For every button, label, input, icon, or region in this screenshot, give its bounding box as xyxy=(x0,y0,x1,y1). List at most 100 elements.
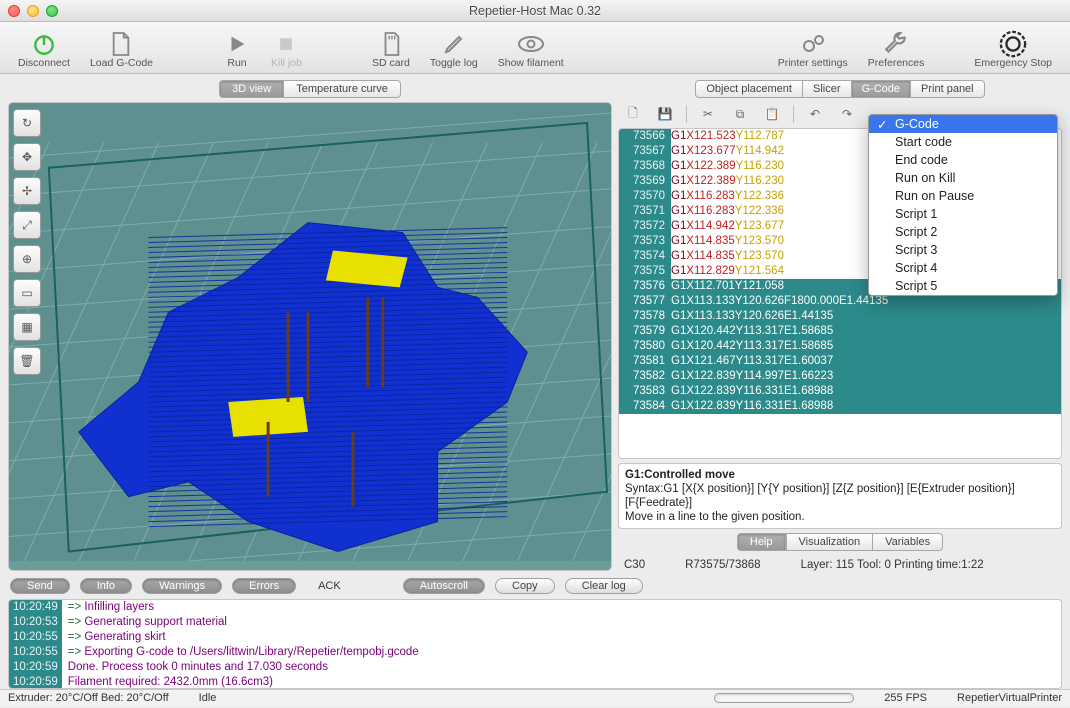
run-button[interactable]: Run xyxy=(213,29,261,71)
new-button[interactable]: 🗋 xyxy=(622,104,644,124)
tab-temperature-curve[interactable]: Temperature curve xyxy=(284,80,401,98)
redo-button[interactable]: ↷ xyxy=(836,104,858,124)
log-line: 10:20:59 Filament required: 2432.0mm (16… xyxy=(9,675,1061,689)
show-filament-button[interactable]: Show filament xyxy=(488,29,574,71)
estop-button[interactable]: Emergency Stop xyxy=(964,29,1062,71)
pen-icon xyxy=(440,31,468,57)
log-line: 10:20:53 => Generating support material xyxy=(9,615,1061,630)
warnings-button[interactable]: Warnings xyxy=(142,578,222,594)
paste-button[interactable]: 📋 xyxy=(761,104,783,124)
help-tabs: HelpVisualizationVariables xyxy=(737,533,943,551)
gcode-line[interactable]: 73578 G1 X113.133 Y120.626 E1.44135 xyxy=(619,309,1061,324)
gcode-line[interactable]: 73583 G1 X122.839 Y116.331 E1.68988 xyxy=(619,384,1061,399)
status-bar: Extruder: 20°C/Off Bed: 20°C/Off Idle 25… xyxy=(0,689,1070,706)
cut-button[interactable]: ✂ xyxy=(697,104,719,124)
play-icon xyxy=(223,31,251,57)
axis-move-tool[interactable]: ✥ xyxy=(13,143,41,171)
log-line: 10:20:59 Done. Process took 0 minutes an… xyxy=(9,660,1061,675)
help-desc: Move in a line to the given position. xyxy=(625,511,805,523)
script-option[interactable]: Run on Kill xyxy=(869,169,1057,187)
script-option[interactable]: Script 5 xyxy=(869,277,1057,295)
left-view-tabs: 3D viewTemperature curve xyxy=(219,80,401,98)
gcode-line[interactable]: 73581 G1 X121.467 Y113.317 E1.60037 xyxy=(619,354,1061,369)
save-button[interactable]: 💾 xyxy=(654,104,676,124)
script-option[interactable]: End code xyxy=(869,151,1057,169)
gcode-line[interactable]: 73584 G1 X122.839 Y116.331 E1.68988 xyxy=(619,399,1061,414)
frame-tool[interactable]: ▭ xyxy=(13,279,41,307)
info-button[interactable]: Info xyxy=(80,578,132,594)
copy-button[interactable]: ⧉ xyxy=(729,104,751,124)
tab-print-panel[interactable]: Print panel xyxy=(911,80,985,98)
3d-scene xyxy=(9,103,611,561)
gears-icon xyxy=(799,31,827,57)
help-syntax: Syntax:G1 [X{X position}] [Y{Y position}… xyxy=(625,483,1015,509)
cursor-col: C30 xyxy=(624,559,645,571)
gcode-line[interactable]: 73580 G1 X120.442 Y113.317 E1.58685 xyxy=(619,339,1061,354)
zoom-tool[interactable]: ⊕ xyxy=(13,245,41,273)
refresh-tool[interactable]: ↻ xyxy=(13,109,41,137)
script-option[interactable]: Run on Pause xyxy=(869,187,1057,205)
sd-icon xyxy=(377,31,405,57)
progress-bar xyxy=(714,693,854,703)
tab-visualization[interactable]: Visualization xyxy=(786,533,874,551)
script-option[interactable]: Script 4 xyxy=(869,259,1057,277)
3d-viewport[interactable]: ↻ ✥ ✢ ⤢ ⊕ ▭ ▦ 🗑 xyxy=(8,102,612,571)
tab-variables[interactable]: Variables xyxy=(873,533,943,551)
printer-name: RepetierVirtualPrinter xyxy=(957,692,1062,704)
script-option[interactable]: Script 2 xyxy=(869,223,1057,241)
tab-object-placement[interactable]: Object placement xyxy=(695,80,803,98)
title-bar: Repetier-Host Mac 0.32 xyxy=(0,0,1070,22)
fps-counter: 255 FPS xyxy=(884,692,927,704)
disconnect-button[interactable]: Disconnect xyxy=(8,29,80,71)
ack-label: ACK xyxy=(306,580,353,592)
cursor-pos: R73575/73868 xyxy=(685,559,760,571)
layer-info: Layer: 115 Tool: 0 Printing time:1:22 xyxy=(801,559,984,571)
log-line: 10:20:49 => Infilling layers xyxy=(9,600,1061,615)
undo-button[interactable]: ↶ xyxy=(804,104,826,124)
autoscroll-button[interactable]: Autoscroll xyxy=(403,578,485,594)
log-line: 10:20:55 => Exporting G-code to /Users/l… xyxy=(9,645,1061,660)
script-option[interactable]: Script 3 xyxy=(869,241,1057,259)
gcode-help-panel: G1:Controlled move Syntax:G1 [X{X positi… xyxy=(618,463,1062,529)
printer-state: Idle xyxy=(199,692,217,704)
send-button[interactable]: Send xyxy=(10,578,70,594)
eye-icon xyxy=(517,31,545,57)
fit-tool[interactable]: ⤢ xyxy=(13,211,41,239)
clear-log-button[interactable]: Clear log xyxy=(565,578,643,594)
gcode-status-row: C30 R73575/73868 Layer: 115 Tool: 0 Prin… xyxy=(618,555,1062,571)
copy-button[interactable]: Copy xyxy=(495,578,555,594)
main-toolbar: DisconnectLoad G-Code RunKill job SD cardT… xyxy=(0,22,1070,74)
gcode-toolbar: 🗋💾✂⧉📋↶↷ G-CodeStart codeEnd codeRun on K… xyxy=(618,102,1062,128)
script-option[interactable]: Start code xyxy=(869,133,1057,151)
tab-slicer[interactable]: Slicer xyxy=(803,80,852,98)
gcode-line[interactable]: 73579 G1 X120.442 Y113.317 E1.58685 xyxy=(619,324,1061,339)
power-icon xyxy=(30,31,58,57)
gcode-line[interactable]: 73582 G1 X122.839 Y114.997 E1.66223 xyxy=(619,369,1061,384)
estop-icon xyxy=(999,31,1027,57)
tab-help[interactable]: Help xyxy=(737,533,786,551)
toggle-log-button[interactable]: Toggle log xyxy=(420,29,488,71)
log-panel[interactable]: 10:20:49 => Infilling layers10:20:53 => … xyxy=(8,599,1062,689)
window-title: Repetier-Host Mac 0.32 xyxy=(0,4,1070,18)
tab-g-code[interactable]: G-Code xyxy=(852,80,912,98)
errors-button[interactable]: Errors xyxy=(232,578,296,594)
sdcard-button[interactable]: SD card xyxy=(362,29,420,71)
right-panel-tabs: Object placementSlicerG-CodePrint panel xyxy=(695,80,984,98)
pan-tool[interactable]: ✢ xyxy=(13,177,41,205)
help-title: G1:Controlled move xyxy=(625,469,735,481)
preferences-button[interactable]: Preferences xyxy=(858,29,935,71)
gcode-line[interactable]: 73577 G1 X113.133 Y120.626 F1800.000 E1.… xyxy=(619,294,1061,309)
script-option[interactable]: Script 1 xyxy=(869,205,1057,223)
log-line: 10:20:55 => Generating skirt xyxy=(9,630,1061,645)
tab-3d-view[interactable]: 3D view xyxy=(219,80,284,98)
wrench-icon xyxy=(882,31,910,57)
grid-tool[interactable]: ▦ xyxy=(13,313,41,341)
load-gcode-button[interactable]: Load G-Code xyxy=(80,29,163,71)
script-option[interactable]: G-Code xyxy=(869,115,1057,133)
trash-tool[interactable]: 🗑 xyxy=(13,347,41,375)
temp-status: Extruder: 20°C/Off Bed: 20°C/Off xyxy=(8,692,169,704)
printer-settings-button[interactable]: Printer settings xyxy=(768,29,858,71)
file-icon xyxy=(107,31,135,57)
log-header: Send Info Warnings Errors ACK Autoscroll Copy C… xyxy=(0,575,1070,597)
kill-job-button[interactable]: Kill job xyxy=(261,29,312,71)
